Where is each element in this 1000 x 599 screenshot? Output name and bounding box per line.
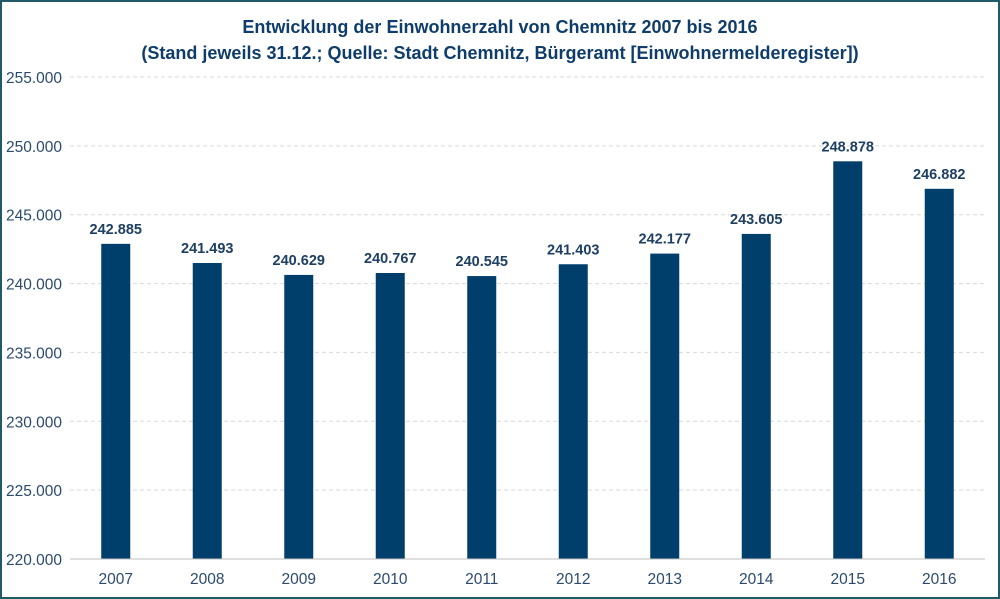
bar-2014 — [741, 233, 771, 560]
x-tick-label: 2014 — [739, 571, 774, 588]
y-tick-label: 230.000 — [6, 414, 62, 431]
data-label-2013: 242.177 — [639, 232, 691, 248]
data-label-2011: 240.545 — [456, 254, 508, 270]
x-tick-label: 2010 — [373, 571, 408, 588]
bar-2010 — [375, 273, 405, 559]
y-tick-label: 250.000 — [6, 139, 62, 156]
x-tick-label: 2013 — [648, 571, 682, 588]
bar-2008 — [192, 263, 222, 559]
bar-2013 — [650, 253, 680, 559]
data-label-2014: 243.605 — [730, 212, 782, 228]
x-tick-label: 2008 — [190, 571, 224, 588]
y-tick-label: 220.000 — [6, 552, 62, 569]
x-tick-label: 2009 — [282, 571, 316, 588]
data-label-2009: 240.629 — [273, 253, 325, 269]
bar-2016 — [924, 188, 954, 560]
bar-2009 — [284, 274, 314, 559]
chart-title-block: Entwicklung der Einwohnerzahl von Chemni… — [0, 14, 1000, 66]
x-tick-label: 2016 — [922, 571, 956, 588]
data-label-2016: 246.882 — [913, 167, 965, 183]
y-tick-label: 240.000 — [6, 277, 62, 294]
y-axis-tick-labels: 220.000 225.000 230.000 235.000 240.000 245.0… — [6, 70, 62, 569]
x-tick-label: 2015 — [831, 571, 865, 588]
grid-lines — [70, 76, 985, 491]
y-tick-label: 255.000 — [6, 70, 62, 87]
x-axis-tick-labels: 2007 2008 2009 2010 2011 2012 2013 2014 2015 2016 — [99, 571, 957, 588]
data-label-2012: 241.403 — [547, 242, 599, 258]
bars — [101, 161, 954, 560]
y-tick-label: 225.000 — [6, 483, 62, 500]
chart-subtitle: (Stand jeweils 31.12.; Quelle: Stadt Che… — [141, 43, 859, 63]
data-label-2015: 248.878 — [822, 139, 874, 155]
bar-2007 — [101, 243, 131, 559]
x-tick-label: 2012 — [556, 571, 590, 588]
chart-title: Entwicklung der Einwohnerzahl von Chemni… — [242, 17, 758, 37]
bar-2012 — [558, 264, 588, 559]
data-label-2007: 242.885 — [90, 222, 142, 238]
data-label-2010: 240.767 — [364, 251, 416, 267]
y-tick-label: 245.000 — [6, 208, 62, 225]
data-labels: 242.885 241.493 240.629 240.767 240.545 241.4… — [90, 139, 966, 270]
bar-2015 — [833, 161, 863, 559]
x-tick-label: 2011 — [465, 571, 498, 588]
y-tick-label: 235.000 — [6, 345, 62, 362]
x-tick-label: 2007 — [99, 571, 133, 588]
bar-2011 — [467, 276, 497, 559]
data-label-2008: 241.493 — [181, 241, 233, 257]
